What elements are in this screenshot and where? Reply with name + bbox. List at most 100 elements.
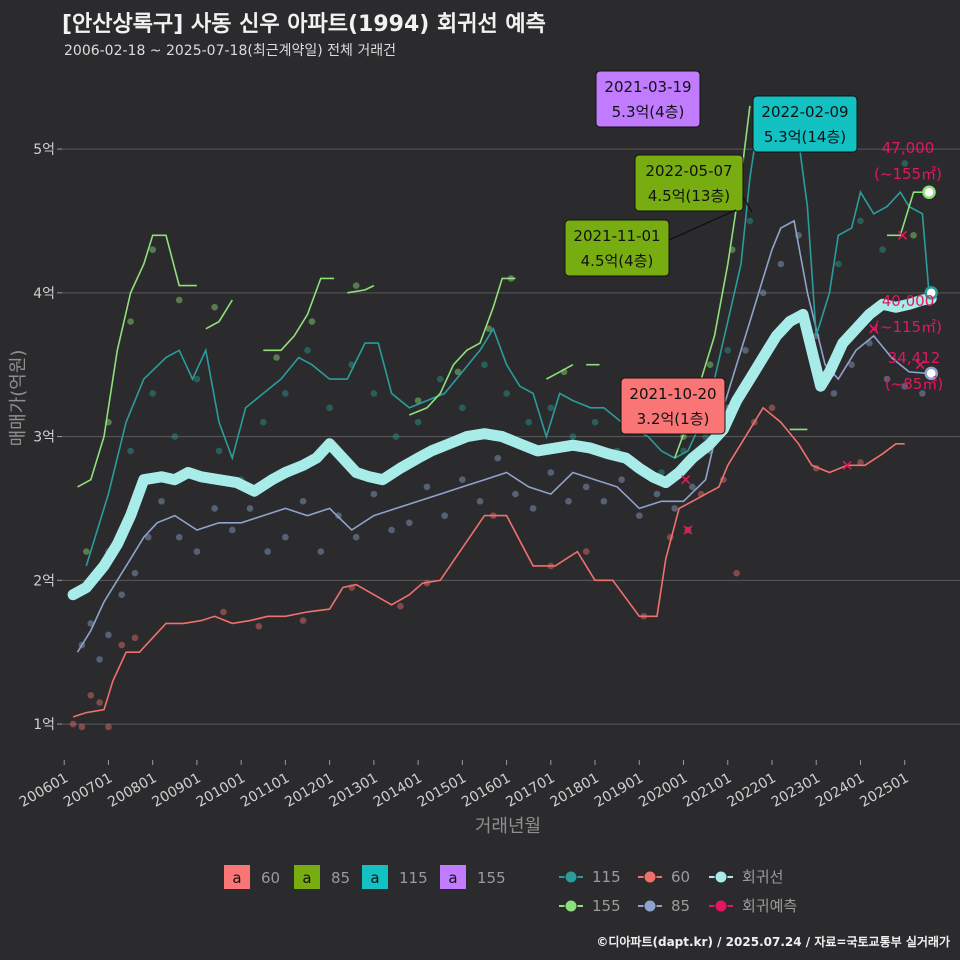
- legend-line-label: 115: [592, 868, 621, 886]
- scatter-point-s115: [702, 433, 709, 440]
- x-tick-label: 200801: [105, 770, 159, 811]
- scatter-point-s85: [830, 390, 838, 397]
- scatter-point-s85: [282, 533, 289, 541]
- series-line-60: [72, 406, 905, 718]
- legend-box-60: [224, 865, 250, 889]
- callout-date: 2022-02-09: [761, 103, 848, 121]
- end-marker-s115: [924, 286, 938, 300]
- scatter-point-s115: [259, 418, 267, 426]
- prediction-area: (~115㎡): [874, 318, 942, 336]
- series-line-85: [76, 219, 927, 653]
- scatter-point-s115: [436, 375, 444, 383]
- scatter-point-s85: [901, 382, 909, 390]
- x-tick-label: 201301: [326, 770, 380, 811]
- prediction-mark: [681, 475, 691, 485]
- scatter-point-s60: [768, 404, 776, 412]
- prediction-mark: [897, 230, 908, 240]
- scatter-point-s60: [131, 634, 139, 642]
- series-lines: [67, 105, 937, 718]
- legend-dot-s155: [564, 899, 578, 913]
- callout-value: 4.5억(4층): [581, 252, 654, 270]
- x-tick-label: 201701: [503, 770, 557, 811]
- legend-box-letter: a: [370, 869, 379, 887]
- scatter-point-s85: [742, 347, 749, 354]
- scatter-point-s155: [706, 361, 714, 368]
- scatter-point-s85: [494, 454, 502, 462]
- prediction-mark: [869, 324, 879, 334]
- scatter-point-s60: [857, 459, 864, 466]
- scatter-point-s60: [78, 723, 86, 731]
- scatter-point-s155: [211, 303, 218, 311]
- scatter-point-s60: [105, 723, 112, 731]
- scatter-point-s115: [835, 260, 842, 268]
- scatter-point-s115: [392, 433, 400, 440]
- scatter-point-s85: [335, 512, 342, 519]
- scatter-point-s155: [910, 232, 917, 239]
- series-line-155: [408, 277, 516, 416]
- scatter-point-s85: [105, 631, 112, 639]
- legend: a 60 a 85 a 115 a 155 115 60 회귀선 155 85 회귀예측: [224, 865, 797, 915]
- legend-box-label: 115: [399, 869, 428, 887]
- scatter-point-s155: [83, 548, 90, 555]
- series-line-155: [347, 284, 375, 294]
- callout-box: [620, 377, 726, 435]
- scatter-point-s155: [352, 282, 360, 289]
- x-tick-label: 202301: [769, 770, 823, 811]
- legend-box-155: [440, 865, 466, 889]
- scatter-point-s60: [255, 623, 263, 630]
- prediction-price: 40,000: [882, 292, 935, 310]
- x-tick-label: 202201: [725, 770, 779, 811]
- scatter-point-s115: [282, 390, 289, 397]
- x-tick-label: 200901: [150, 770, 204, 811]
- scatter-point-s155: [273, 354, 280, 361]
- callout-date: 2021-11-01: [573, 227, 660, 245]
- y-axis-title: 매매가(억원): [8, 350, 29, 447]
- scatter-point-s155: [454, 368, 462, 376]
- x-tick-label: 202401: [813, 770, 867, 811]
- callout-value: 4.5억(13층): [648, 187, 730, 205]
- callout-box: [595, 70, 701, 128]
- scatter-point-s60: [96, 699, 103, 706]
- scatter-point-s115: [901, 160, 909, 167]
- scatter-point-s85: [777, 260, 785, 268]
- scatter-point-s85: [317, 548, 325, 555]
- scatter-point-s115: [304, 347, 311, 354]
- y-tick-label: 4억: [33, 286, 55, 302]
- legend-dot-reg: [714, 870, 728, 884]
- legend-box-label: 155: [477, 869, 506, 887]
- callout-leader: [742, 196, 753, 213]
- scatter-point-s85: [883, 375, 891, 383]
- scatter-point-s155: [175, 296, 183, 304]
- series-line-155: [546, 363, 574, 380]
- scatter-point-s115: [127, 447, 134, 455]
- scatter-point-s85: [618, 476, 625, 483]
- legend-dot-s60: [643, 870, 657, 884]
- x-tick-label: 201801: [548, 770, 602, 811]
- legend-dot-s115: [564, 870, 578, 884]
- scatter-point-s115: [569, 433, 577, 440]
- end-marker-s155: [922, 185, 936, 199]
- legend-line-label: 60: [671, 868, 690, 886]
- scatter-point-s85: [175, 533, 183, 541]
- scatter-point-s115: [215, 447, 223, 455]
- callout-value: 5.3억(4층): [612, 103, 685, 121]
- scatter-point-s115: [591, 418, 599, 426]
- x-tick-label: 201501: [415, 770, 469, 811]
- legend-box-letter: a: [232, 869, 241, 887]
- prediction-area: (~155㎡): [874, 165, 942, 183]
- prediction-labels: 47,000 (~155㎡) 40,000 (~115㎡) 34,412 (~85㎡): [874, 139, 943, 393]
- legend-box-85: [294, 865, 320, 889]
- scatter-point-s85: [423, 483, 431, 491]
- series-line-155: [205, 299, 233, 330]
- scatter-point-s115: [193, 375, 201, 383]
- y-tick-label: 1억: [33, 717, 55, 733]
- callout-leader: [668, 209, 737, 241]
- x-tick-label: 201201: [282, 770, 336, 811]
- y-tick-label: 2억: [33, 573, 55, 589]
- scatter-point-s115: [503, 390, 510, 397]
- x-tick-label: 201601: [459, 770, 513, 811]
- x-tick-label: 202501: [857, 770, 911, 811]
- prediction-mark: [915, 360, 925, 370]
- legend-box-label: 60: [261, 869, 280, 887]
